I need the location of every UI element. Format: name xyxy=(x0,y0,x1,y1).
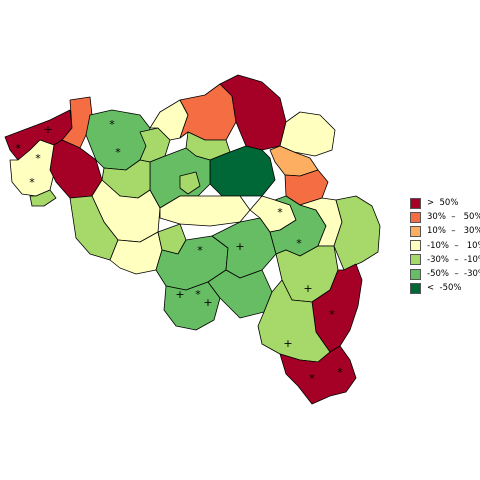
marker-15: * xyxy=(329,308,335,321)
marker-13: * xyxy=(195,288,201,301)
map-legend: > 50% 30% – 50% 10% – 30% -10% – 10% -30% – … xyxy=(410,196,480,295)
legend-label: 30% – 50% xyxy=(427,212,480,223)
legend-item: 10% – 30% xyxy=(410,224,480,238)
marker-18: * xyxy=(337,366,343,379)
marker-6: * xyxy=(115,146,121,159)
legend-item: -10% – 10% xyxy=(410,239,480,253)
legend-swatch xyxy=(410,240,421,252)
region-stvith-red[interactable] xyxy=(311,263,363,353)
legend-label: < -50% xyxy=(427,283,462,294)
legend-swatch xyxy=(410,211,421,223)
marker-3: * xyxy=(35,152,41,165)
legend-item: > 50% xyxy=(410,196,480,210)
region-eupen-green[interactable] xyxy=(333,195,381,271)
legend-item: -50% – -30% xyxy=(410,267,480,281)
marker-16: + xyxy=(283,337,292,350)
legend-label: 10% – 30% xyxy=(427,226,480,237)
legend-swatch xyxy=(410,225,421,237)
marker-14: + xyxy=(303,282,312,295)
marker-9: * xyxy=(197,244,203,257)
legend-swatch xyxy=(410,282,421,294)
region-namur-green[interactable] xyxy=(211,217,277,279)
region-coast-orange[interactable] xyxy=(61,96,93,149)
region-arlon-red[interactable] xyxy=(279,345,357,405)
region-antwerp-orange[interactable] xyxy=(179,83,237,141)
marker-10: + xyxy=(235,240,244,253)
legend-swatch xyxy=(410,254,421,266)
marker-4: * xyxy=(29,176,35,189)
marker-2: + xyxy=(43,123,52,136)
marker-1: * xyxy=(15,142,21,155)
legend-label: > 50% xyxy=(427,198,459,209)
region-leuven-darkgreen[interactable] xyxy=(209,145,276,197)
legend-label: -30% – -10% xyxy=(427,254,480,265)
region-philippeville[interactable] xyxy=(163,281,221,331)
marker-11: + xyxy=(175,288,184,301)
legend-swatch xyxy=(410,197,421,209)
region-brussels-center[interactable] xyxy=(179,171,201,195)
legend-item: 30% – 50% xyxy=(410,210,480,224)
marker-17: * xyxy=(309,372,315,385)
marker-12: + xyxy=(203,296,212,309)
region-small-green[interactable] xyxy=(29,189,57,207)
region-nivelles-yellow[interactable] xyxy=(159,195,251,227)
legend-swatch xyxy=(410,268,421,280)
marker-8: * xyxy=(296,237,302,250)
legend-label: -50% – -30% xyxy=(427,269,480,280)
legend-item: -30% – -10% xyxy=(410,253,480,267)
marker-7: * xyxy=(277,206,283,219)
marker-5: * xyxy=(109,118,115,131)
legend-label: -10% – 10% xyxy=(427,240,480,251)
legend-item: < -50% xyxy=(410,281,480,295)
